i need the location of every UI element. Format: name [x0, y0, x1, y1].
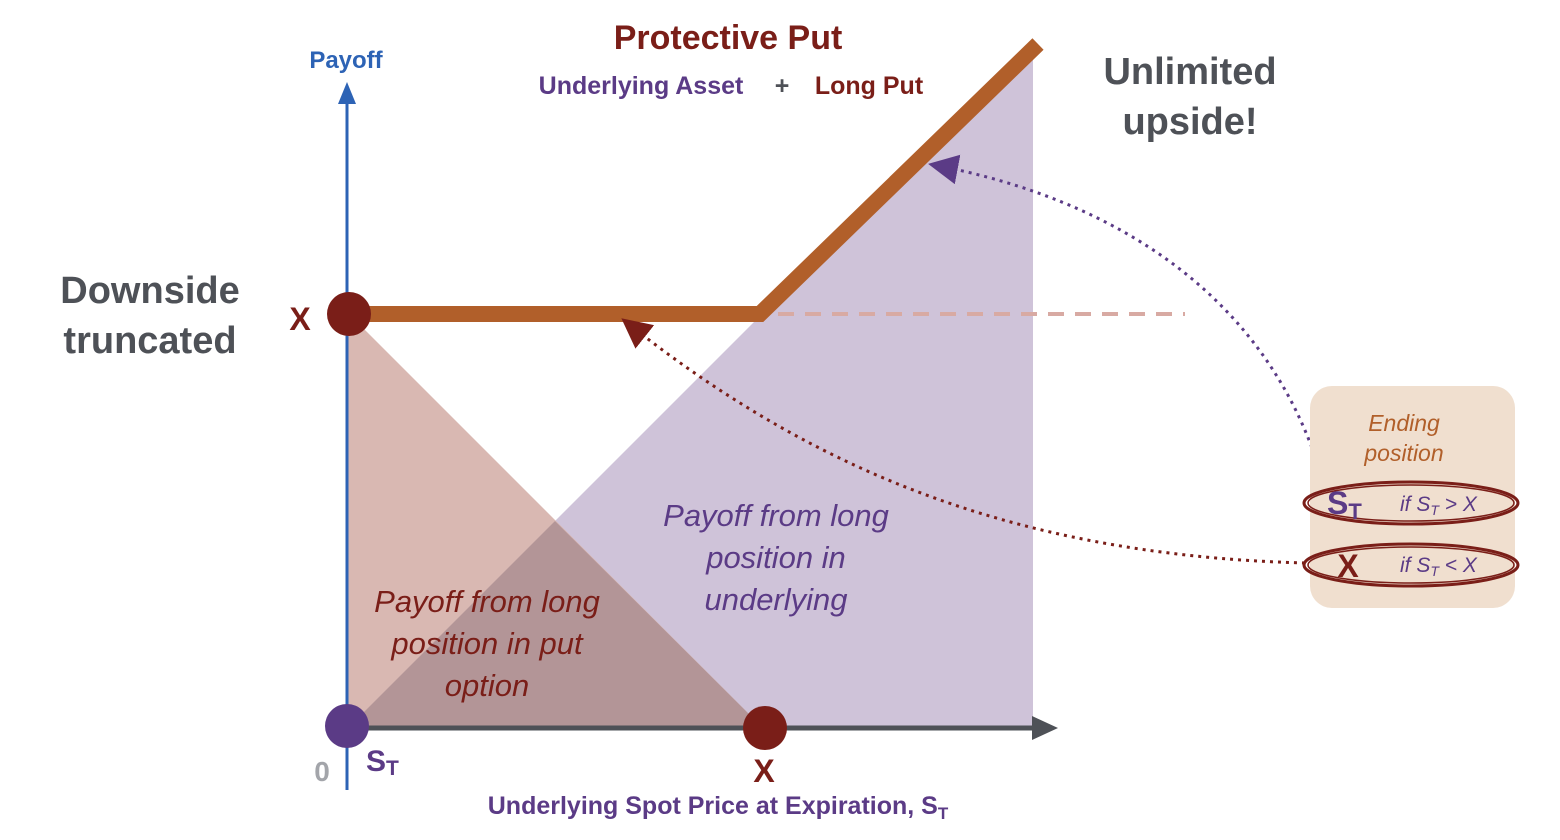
upside-label-line1: Unlimited [1103, 51, 1276, 93]
ending-x-condition: if ST < X [1400, 554, 1478, 579]
x-axis-strike-label: X [753, 753, 775, 789]
origin-st-label: ST [366, 745, 399, 780]
x-row-highlight-ellipse-inner [1307, 546, 1515, 584]
st-row-highlight-ellipse-inner [1307, 484, 1515, 522]
upside-label-line2: upside! [1122, 101, 1257, 143]
x-axis-label-subscript: T [938, 804, 949, 823]
subtitle-long-put: Long Put [815, 72, 924, 100]
y-axis-strike-point [327, 292, 371, 336]
ending-position-box: Ending position ST if ST > X X if ST < X [1302, 386, 1520, 608]
protective-put-payoff-line [348, 38, 1044, 322]
x-axis-label: Underlying Spot Price at Expiration, ST [488, 792, 949, 823]
st-row-highlight-ellipse [1302, 480, 1520, 526]
underlying-region-label-line3: underlying [704, 582, 847, 617]
downside-label-line1: Downside [60, 270, 239, 312]
y-axis-strike-label: X [289, 301, 311, 337]
chart-title: Protective Put [614, 19, 843, 57]
ending-position-title-line2: position [1363, 440, 1443, 466]
x-axis-strike-point [743, 706, 787, 750]
origin-label: 0 [314, 756, 330, 787]
x-row-highlight-ellipse [1302, 542, 1520, 588]
put-region-label-line2: position in put [390, 626, 584, 661]
underlying-region-label-line2: position in [705, 540, 846, 575]
put-region-label-line3: option [445, 668, 529, 703]
origin-point [325, 704, 369, 748]
subtitle-underlying-asset: Underlying Asset [539, 72, 744, 100]
ending-position-background [1310, 386, 1515, 608]
downside-label-line2: truncated [63, 320, 236, 362]
put-region-label-line1: Payoff from long [374, 584, 600, 619]
upside-dotted-arrow [928, 154, 1324, 479]
ending-st-label: ST [1327, 485, 1362, 524]
ending-x-label: X [1337, 548, 1359, 584]
overlap-region [348, 521, 763, 728]
y-axis-arrowhead [338, 82, 356, 104]
ending-position-title-line1: Ending [1368, 410, 1440, 436]
subtitle-plus: + [775, 72, 790, 100]
underlying-region-label-line1: Payoff from long [663, 498, 889, 533]
y-axis-label: Payoff [309, 47, 383, 74]
x-axis-arrowhead [1032, 716, 1058, 740]
ending-st-condition: if ST > X [1400, 493, 1478, 518]
